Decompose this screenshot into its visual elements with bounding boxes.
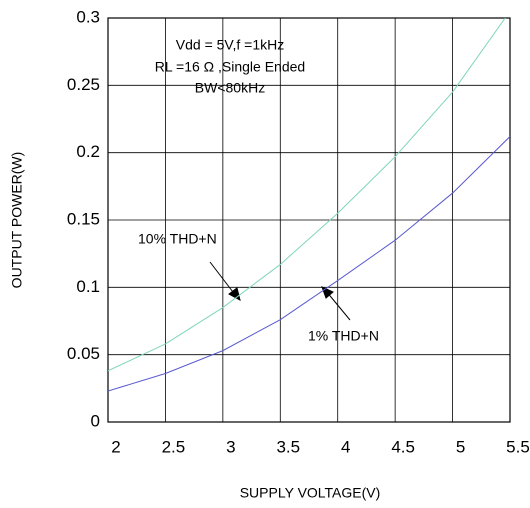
- y-axis-label: OUTPUT POWER(W): [9, 152, 25, 289]
- x-tick-label: 5.5: [506, 437, 530, 456]
- annotation: Vdd = 5V,f =1kHz: [176, 37, 284, 53]
- x-tick-label: 5: [456, 437, 465, 456]
- annotation: RL =16 Ω ,Single Ended: [155, 59, 305, 75]
- series-line: [108, 136, 510, 392]
- y-tick-label: 0.2: [76, 142, 100, 161]
- y-tick-label: 0.05: [67, 344, 100, 363]
- x-axis-label: SUPPLY VOLTAGE(V): [240, 485, 381, 501]
- annotation: 1% THD+N: [308, 328, 379, 344]
- annotation: BW<80kHz: [195, 80, 265, 96]
- x-tick-label: 2.5: [162, 437, 186, 456]
- y-tick-label: 0: [91, 411, 100, 430]
- x-tick-label: 2: [111, 437, 120, 456]
- x-tick-label: 4.5: [391, 437, 415, 456]
- y-tick-label: 0.3: [76, 7, 100, 26]
- x-tick-label: 4: [341, 437, 350, 456]
- y-tick-label: 0.1: [76, 277, 100, 296]
- plot-frame: [107, 17, 511, 423]
- series-line: [108, 18, 506, 372]
- x-tick-label: 3.5: [276, 437, 300, 456]
- x-tick-label: 3: [226, 437, 235, 456]
- y-tick-label: 0.25: [67, 75, 100, 94]
- annotation: 10% THD+N: [138, 231, 217, 247]
- y-tick-label: 0.15: [67, 209, 100, 228]
